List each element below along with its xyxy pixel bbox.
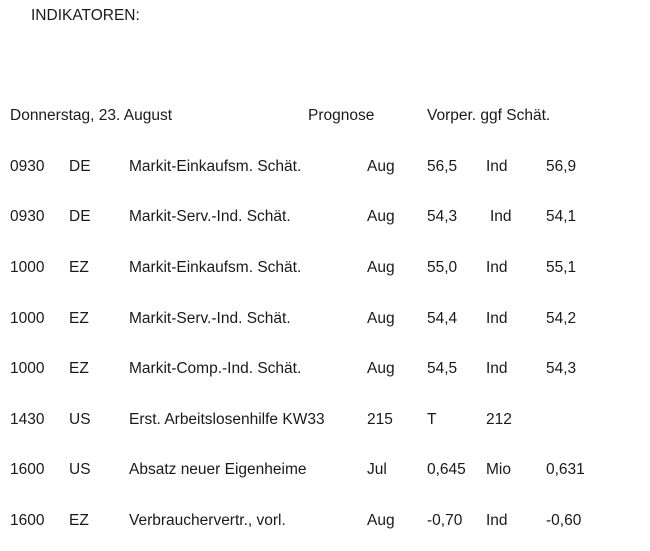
- unit-cell: Mio: [486, 461, 511, 478]
- time-cell: 0930: [10, 208, 45, 225]
- unit-cell: Ind: [486, 360, 508, 377]
- period-cell: Aug: [367, 259, 395, 276]
- region-cell: DE: [69, 208, 91, 225]
- period-cell: 215: [367, 411, 393, 428]
- table-row: 0930 DE Markit-Serv.-Ind. Schät. Aug 54,…: [0, 208, 650, 226]
- time-cell: 1000: [10, 310, 45, 327]
- table-row: 1600 EZ Verbrauchervertr., vorl. Aug -0,…: [0, 512, 650, 530]
- indicator-cell: Markit-Einkaufsm. Schät.: [129, 158, 302, 175]
- previous-cell: 56,9: [546, 158, 577, 175]
- period-cell: Aug: [367, 310, 395, 327]
- time-cell: 1600: [10, 512, 45, 529]
- time-cell: 1430: [10, 411, 45, 428]
- previous-cell: 54,2: [546, 310, 577, 327]
- indicator-cell: Markit-Einkaufsm. Schät.: [129, 259, 302, 276]
- table-row: 1000 EZ Markit-Einkaufsm. Schät. Aug 55,…: [0, 259, 650, 277]
- table-row: 1000 EZ Markit-Comp.-Ind. Schät. Aug 54,…: [0, 360, 650, 378]
- region-cell: EZ: [69, 512, 89, 529]
- region-cell: EZ: [69, 360, 89, 377]
- indicator-cell: Markit-Serv.-Ind. Schät.: [129, 310, 291, 327]
- indicator-cell: Erst. Arbeitslosenhilfe KW33: [129, 411, 325, 428]
- header-vorper: Vorper. ggf Schät.: [427, 107, 551, 124]
- unit-cell: Ind: [486, 158, 508, 175]
- period-cell: Aug: [367, 158, 395, 175]
- time-cell: 1600: [10, 461, 45, 478]
- table-row: 0930 DE Markit-Einkaufsm. Schät. Aug 56,…: [0, 158, 650, 176]
- time-cell: 1000: [10, 259, 45, 276]
- forecast-cell: 55,0: [427, 259, 458, 276]
- indicator-cell: Markit-Comp.-Ind. Schät.: [129, 360, 302, 377]
- region-cell: US: [69, 461, 91, 478]
- unit-cell: Ind: [486, 259, 508, 276]
- unit-cell: Ind: [486, 512, 508, 529]
- forecast-cell: 54,4: [427, 310, 458, 327]
- region-cell: EZ: [69, 310, 89, 327]
- table-row: 1000 EZ Markit-Serv.-Ind. Schät. Aug 54,…: [0, 310, 650, 328]
- region-cell: US: [69, 411, 91, 428]
- period-cell: Jul: [367, 461, 387, 478]
- region-cell: DE: [69, 158, 91, 175]
- forecast-cell: T: [427, 411, 437, 428]
- period-cell: Aug: [367, 360, 395, 377]
- forecast-cell: 56,5: [427, 158, 458, 175]
- period-cell: Aug: [367, 512, 395, 529]
- forecast-cell: 54,5: [427, 360, 458, 377]
- header-date: Donnerstag, 23. August: [10, 107, 173, 124]
- time-cell: 0930: [10, 158, 45, 175]
- unit-cell: Ind: [490, 208, 512, 225]
- table-row: 1430 US Erst. Arbeitslosenhilfe KW33 215…: [0, 411, 650, 429]
- unit-cell: Ind: [486, 310, 508, 327]
- previous-cell: 54,3: [546, 360, 577, 377]
- indicator-cell: Absatz neuer Eigenheime: [129, 461, 307, 478]
- period-cell: Aug: [367, 208, 395, 225]
- forecast-cell: 54,3: [427, 208, 458, 225]
- header-prognose: Prognose: [308, 107, 375, 124]
- region-cell: EZ: [69, 259, 89, 276]
- page-title: INDIKATOREN:: [31, 7, 140, 24]
- previous-cell: 0,631: [546, 461, 585, 478]
- previous-cell: 54,1: [546, 208, 577, 225]
- previous-cell: -0,60: [546, 512, 582, 529]
- indicator-cell: Markit-Serv.-Ind. Schät.: [129, 208, 291, 225]
- previous-cell: 55,1: [546, 259, 577, 276]
- time-cell: 1000: [10, 360, 45, 377]
- forecast-cell: 0,645: [427, 461, 466, 478]
- forecast-cell: -0,70: [427, 512, 463, 529]
- table-row: 1600 US Absatz neuer Eigenheime Jul 0,64…: [0, 461, 650, 479]
- unit-cell: 212: [486, 411, 512, 428]
- indicator-cell: Verbrauchervertr., vorl.: [129, 512, 286, 529]
